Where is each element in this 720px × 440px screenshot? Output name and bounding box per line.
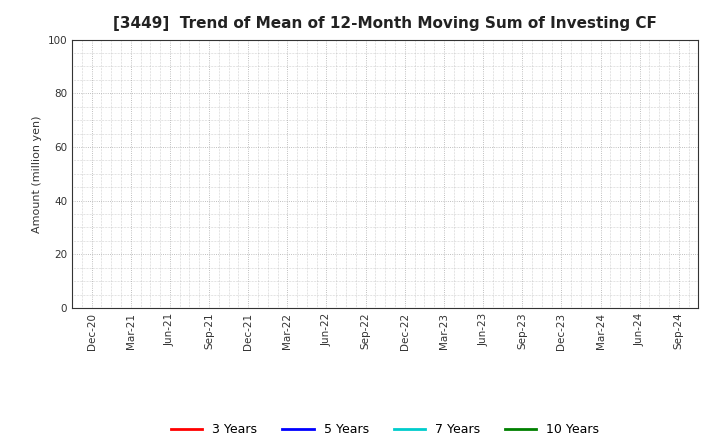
Title: [3449]  Trend of Mean of 12-Month Moving Sum of Investing CF: [3449] Trend of Mean of 12-Month Moving … — [113, 16, 657, 32]
Y-axis label: Amount (million yen): Amount (million yen) — [32, 115, 42, 233]
Legend: 3 Years, 5 Years, 7 Years, 10 Years: 3 Years, 5 Years, 7 Years, 10 Years — [166, 418, 604, 440]
